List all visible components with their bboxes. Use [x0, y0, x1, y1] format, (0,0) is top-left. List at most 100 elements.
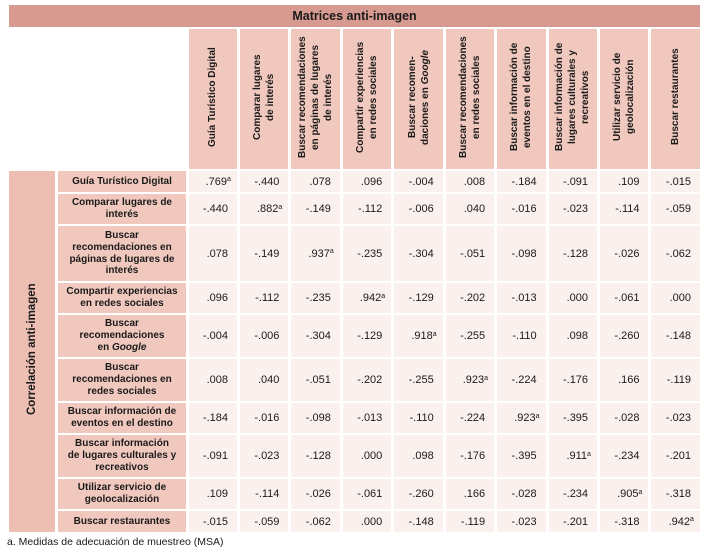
msa-superscript: a: [381, 292, 386, 300]
row-label: Compartir experiencias en redes sociales: [58, 283, 186, 313]
matrix-cell: -.184: [188, 403, 237, 433]
column-header-label: Guía Turístico Digital: [207, 46, 219, 147]
matrix-cell: .166: [445, 479, 495, 509]
matrix-cell: -.148: [651, 315, 700, 357]
matrix-cell: -.112: [342, 194, 392, 224]
matrix-cell: -.260: [394, 479, 443, 509]
matrix-cell: -.224: [497, 359, 546, 401]
column-header: Buscar información de eventos en el desti…: [497, 29, 546, 169]
matrix-cell: -.023: [548, 194, 598, 224]
matrix-cell: .000: [548, 283, 598, 313]
column-header: Buscar recomen-daciones en Google: [394, 29, 443, 169]
matrix-cell: -.016: [497, 194, 546, 224]
table-row: Correlación anti-imagen Guía Turístico Di…: [9, 171, 700, 532]
matrix-cell: -.013: [342, 403, 392, 433]
matrix-cell: -.129: [342, 315, 392, 357]
matrix-body: Correlación anti-imagen Guía Turístico Di…: [9, 171, 700, 532]
msa-superscript: a: [690, 516, 694, 523]
matrix-cell: .000: [342, 511, 392, 532]
matrix-cell: -.023: [497, 511, 546, 532]
corner-cell: [9, 29, 186, 169]
row-label: Buscar restaurantes: [58, 511, 186, 532]
matrix-cell: -.318: [651, 479, 700, 509]
matrix-cell: -.026: [600, 226, 649, 281]
matrix-cell: .078: [291, 171, 340, 192]
column-header: Comparar lugares de interés: [239, 29, 289, 169]
column-header: Utilizar servicio de geolocalización: [600, 29, 649, 169]
matrix-cell: .923a: [497, 403, 546, 433]
matrix-cell: -.112: [239, 283, 289, 313]
msa-superscript: a: [432, 330, 437, 338]
matrix-cell: -.028: [600, 403, 649, 433]
row-group-band: Correlación anti-imagen: [9, 171, 56, 532]
matrix-cell: -.098: [497, 226, 546, 281]
matrix-cell: -.440: [239, 171, 289, 192]
matrix-cell: -.234: [548, 479, 598, 509]
row-label: Utilizar servicio de geolocalización: [58, 479, 186, 509]
matrix-cell: -.023: [651, 403, 700, 433]
matrix-cell: .000: [651, 283, 700, 313]
row-label: Comparar lugares de interés: [58, 194, 186, 224]
matrix-cell: -.028: [497, 479, 546, 509]
matrix-cell: -.110: [394, 403, 443, 433]
matrix-cell: .942a: [342, 283, 392, 313]
table-row: Compartir experiencias en redes sociales.…: [9, 283, 700, 313]
matrix-cell: -.202: [342, 359, 392, 401]
table-row: Buscar recomendaciones en redes sociales .0…: [9, 359, 700, 401]
matrix-cell: -.224: [445, 403, 495, 433]
column-header: Buscar recomendaciones en redes sociales: [445, 29, 495, 169]
matrix-cell: -.061: [342, 479, 392, 509]
matrix-cell: -.015: [651, 171, 700, 192]
msa-superscript: a: [587, 450, 591, 458]
matrix-cell: -.023: [239, 435, 289, 477]
row-group-label: Correlación anti-imagen: [25, 283, 38, 415]
column-header-label: Comparar lugares de interés: [252, 53, 277, 140]
matrix-cell: -.015: [188, 511, 237, 532]
table-row: Buscar restaurantes -.015 -.059 -.062.000 -.…: [9, 511, 700, 532]
matrix-cell: .096: [342, 171, 392, 192]
column-header: Buscar información de lugares culturales …: [548, 29, 598, 169]
matrix-cell: -.128: [291, 435, 340, 477]
matrix-cell: -.176: [445, 435, 495, 477]
matrix-cell: .769a: [188, 171, 237, 192]
table-row: Comparar lugares de interés -.440.882a -.14…: [9, 194, 700, 224]
matrix-cell: -.255: [445, 315, 495, 357]
matrix-cell: -.202: [445, 283, 495, 313]
matrix-cell: -.026: [291, 479, 340, 509]
row-label: Buscar información de lugares culturales …: [58, 435, 186, 477]
matrix-cell: .078: [188, 226, 237, 281]
msa-superscript: a: [329, 248, 334, 255]
matrix-cell: -.235: [291, 283, 340, 313]
row-label: Buscar recomendaciones en Google: [58, 315, 186, 357]
matrix-cell: .109: [600, 171, 649, 192]
matrix-cell: .166: [600, 359, 649, 401]
matrix-cell: -.006: [239, 315, 289, 357]
matrix-cell: -.395: [548, 403, 598, 433]
matrix-cell: -.004: [188, 315, 237, 357]
row-label: Buscar información de eventos en el desti…: [58, 403, 186, 433]
matrix-cell: -.091: [548, 171, 598, 192]
matrix-cell: -.114: [239, 479, 289, 509]
matrix-cell: -.013: [497, 283, 546, 313]
matrix-cell: -.059: [651, 194, 700, 224]
matrix-cell: .905a: [600, 479, 649, 509]
row-label: Guía Turístico Digital: [58, 171, 186, 192]
matrix-cell: -.119: [651, 359, 700, 401]
msa-superscript: a: [278, 203, 283, 211]
matrix-cell: -.260: [600, 315, 649, 357]
column-header: Buscar recomendaciones en páginas de luga…: [291, 29, 340, 169]
table-row: Buscar recomendaciones en Google -.004 -.006…: [9, 315, 700, 357]
matrix-cell: -.098: [291, 403, 340, 433]
row-label: Buscar recomendaciones en páginas de lugar…: [58, 226, 186, 281]
matrix-cell: .000: [342, 435, 392, 477]
matrix-cell: .008: [188, 359, 237, 401]
matrix-cell: -.255: [394, 359, 443, 401]
matrix-cell: .937a: [291, 226, 340, 281]
matrix-cell: -.304: [291, 315, 340, 357]
matrix-cell: -.059: [239, 511, 289, 532]
matrix-cell: -.062: [651, 226, 700, 281]
matrix-cell: -.235: [342, 226, 392, 281]
matrix-cell: -.091: [188, 435, 237, 477]
matrix-cell: -.061: [600, 283, 649, 313]
